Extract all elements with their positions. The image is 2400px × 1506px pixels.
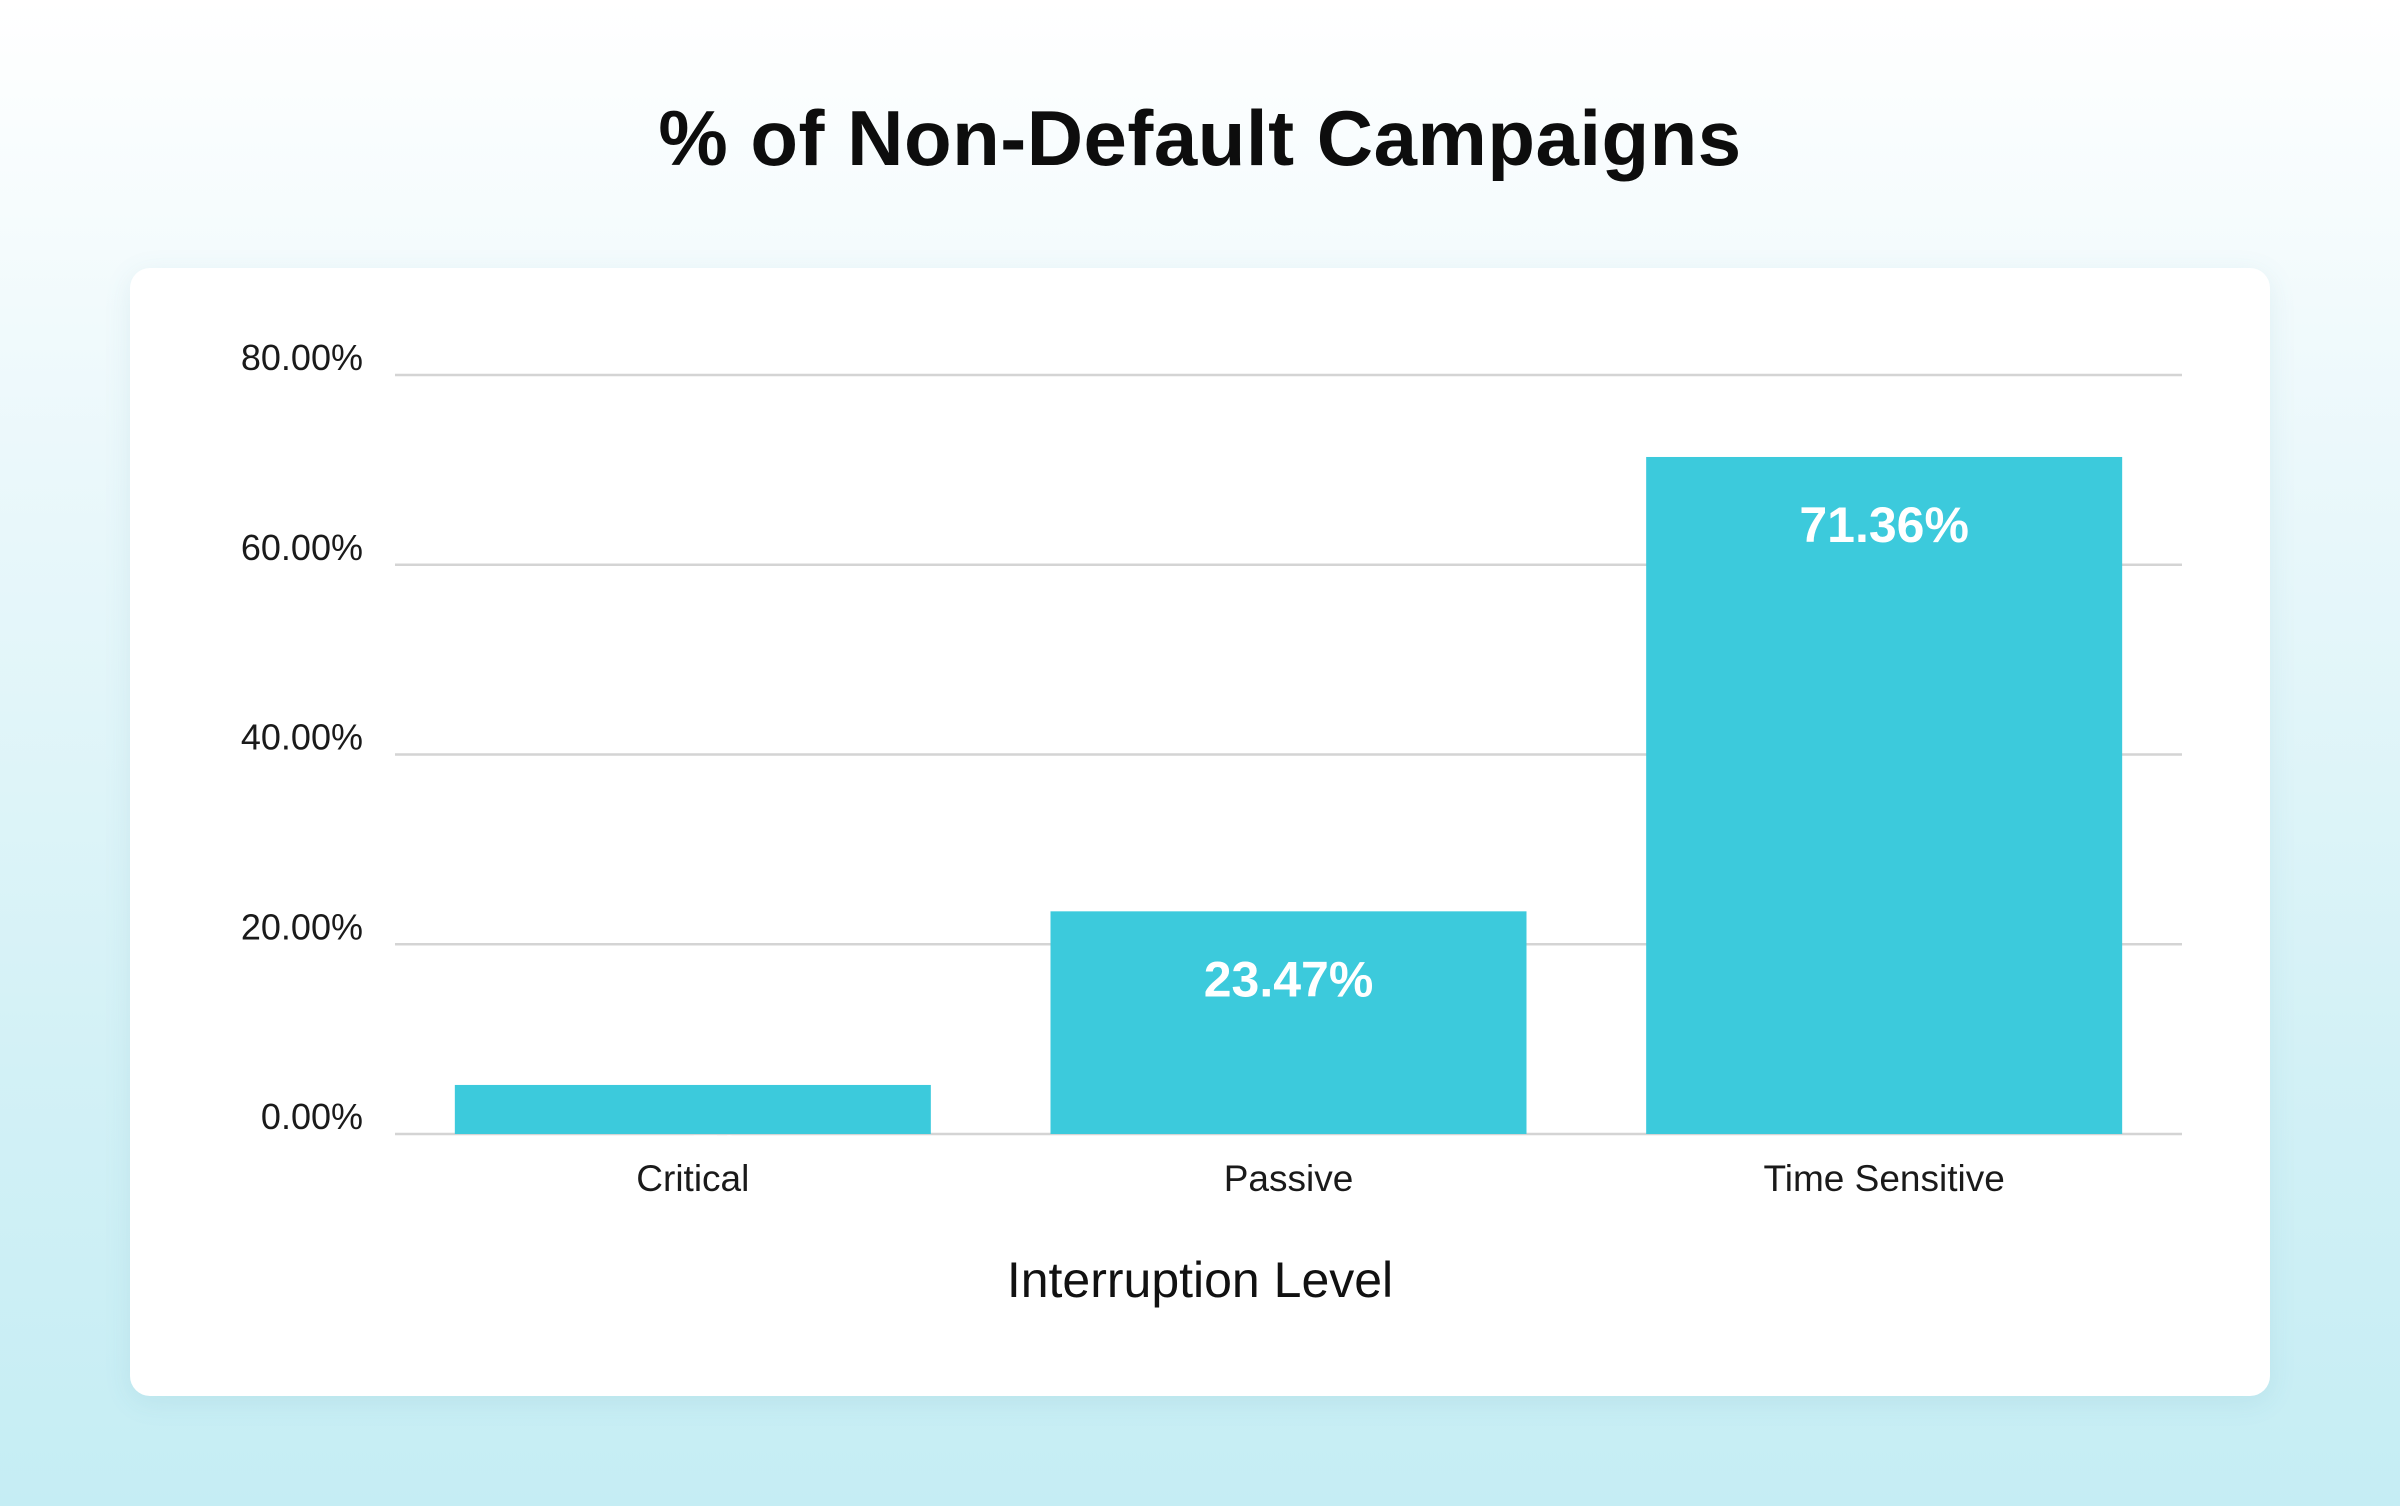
x-axis-ticks: Critical Passive Time Sensitive [636, 1158, 2004, 1199]
bar [454, 1084, 931, 1134]
chart-title: % of Non-Default Campaigns [658, 94, 1742, 182]
y-tick-label: 80.00% [241, 337, 363, 378]
bar-value-labels: 5.17% 23.47% 71.36% [622, 497, 1969, 1181]
x-tick-label: Passive [1224, 1158, 1354, 1199]
bars [454, 456, 2123, 1134]
bar-value-label: 71.36% [1799, 497, 1969, 553]
y-tick-label: 60.00% [241, 527, 363, 568]
x-tick-label: Time Sensitive [1764, 1158, 2005, 1199]
y-tick-label: 0.00% [261, 1096, 363, 1137]
bar-value-label: 5.17% [622, 1125, 764, 1181]
x-tick-label: Critical [636, 1158, 749, 1199]
y-tick-label: 20.00% [241, 906, 363, 947]
bar-chart: 0.00% 20.00% 40.00% 60.00% 80.00% 5.17% 23.47… [241, 337, 2182, 1308]
y-axis-ticks: 0.00% 20.00% 40.00% 60.00% 80.00% [241, 337, 363, 1137]
bar [1646, 456, 2123, 1134]
bar [1050, 911, 1527, 1134]
x-axis-title: Interruption Level [1007, 1252, 1393, 1308]
bar-value-label: 23.47% [1204, 951, 1374, 1007]
chart-card: 0.00% 20.00% 40.00% 60.00% 80.00% 5.17% 23.47… [130, 268, 2270, 1396]
y-tick-label: 40.00% [241, 717, 363, 758]
